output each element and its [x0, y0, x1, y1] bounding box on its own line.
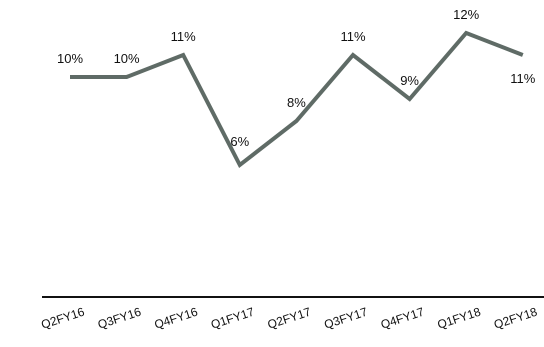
x-tick-q4fy16: Q4FY16	[153, 305, 200, 332]
data-label-q3fy17: 11%	[340, 29, 365, 44]
x-tick-q3fy17: Q3FY17	[322, 305, 369, 332]
data-label-q2fy17: 8%	[287, 95, 306, 110]
data-label-q3fy16: 10%	[114, 51, 140, 66]
x-tick-q4fy17: Q4FY17	[379, 305, 426, 332]
x-tick-q2fy16: Q2FY16	[39, 305, 86, 332]
data-label-q1fy17: 6%	[230, 134, 249, 149]
data-label-q2fy18: 11%	[510, 71, 535, 86]
x-tick-q2fy18: Q2FY18	[492, 305, 539, 332]
x-tick-q1fy18: Q1FY18	[436, 305, 483, 332]
x-tick-q2fy17: Q2FY17	[266, 305, 313, 332]
data-label-q2fy16: 10%	[57, 51, 83, 66]
x-tick-q1fy17: Q1FY17	[209, 305, 256, 332]
data-label-q1fy18: 12%	[453, 7, 479, 22]
x-tick-q3fy16: Q3FY16	[96, 305, 143, 332]
data-label-q4fy16: 11%	[171, 29, 196, 44]
data-label-q4fy17: 9%	[400, 73, 419, 88]
x-tick-labels: Q2FY16 Q3FY16 Q4FY16 Q1FY17 Q2FY17 Q3FY17 Q4FY…	[39, 305, 539, 332]
